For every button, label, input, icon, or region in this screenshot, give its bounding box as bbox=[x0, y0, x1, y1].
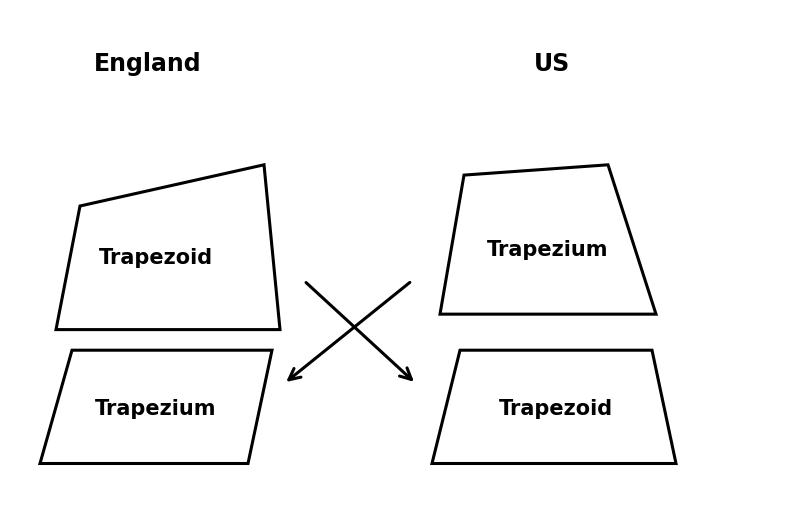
Text: Trapezoid: Trapezoid bbox=[499, 400, 613, 419]
Polygon shape bbox=[56, 165, 280, 330]
Text: Trapezium: Trapezium bbox=[95, 400, 217, 419]
Text: US: US bbox=[534, 53, 570, 76]
Text: Trapezoid: Trapezoid bbox=[99, 248, 213, 267]
Polygon shape bbox=[432, 350, 676, 464]
Text: England: England bbox=[94, 53, 202, 76]
Text: Trapezium: Trapezium bbox=[487, 240, 609, 260]
Polygon shape bbox=[40, 350, 272, 464]
Polygon shape bbox=[440, 165, 656, 314]
